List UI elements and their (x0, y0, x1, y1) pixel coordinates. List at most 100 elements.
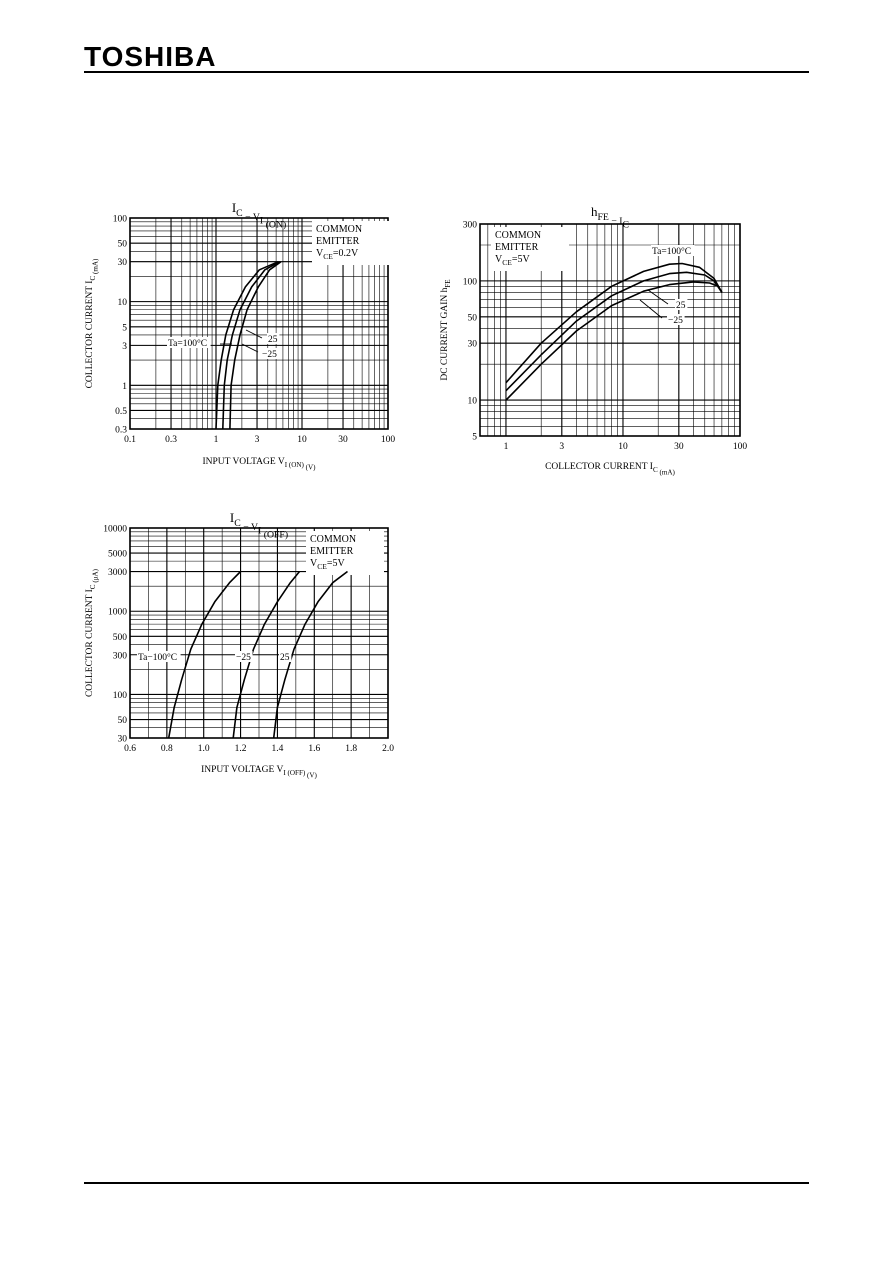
annotation-box (306, 531, 384, 575)
y-tick-label: 50 (118, 240, 128, 250)
y-tick-label: 50 (468, 313, 478, 323)
y-tick-label: 5 (122, 323, 127, 333)
annotation-line: EMITTER (495, 242, 539, 253)
x-tick-label: 3 (255, 435, 260, 445)
annotation-line: VCE=5V (310, 558, 345, 571)
plot-frame (479, 223, 741, 437)
x-tick-label: 1.6 (308, 744, 320, 754)
series-label: 25 (268, 335, 278, 345)
series-line (505, 262, 723, 384)
x-tick-label: 100 (733, 442, 748, 452)
label-leader (639, 299, 663, 319)
series-line (505, 271, 723, 392)
y-tick-label: 100 (113, 215, 128, 225)
series-line (232, 570, 301, 739)
series-label: Ta=100°C (652, 246, 691, 257)
y-tick-label: 10000 (103, 525, 127, 535)
label-bg (675, 299, 688, 310)
chart-title: IC − VI (ON) (232, 200, 286, 231)
series-line (505, 281, 723, 401)
x-tick-label: 30 (338, 435, 348, 445)
y-tick-label: 300 (113, 651, 128, 661)
chart-title: IC − VI (OFF) (230, 510, 288, 541)
plot-frame (129, 217, 389, 430)
y-tick-label: 3000 (108, 568, 127, 578)
annotation-box (312, 221, 390, 265)
grid (129, 217, 389, 430)
x-axis-label: INPUT VOLTAGE VI (OFF) (V) (201, 765, 317, 780)
annotation-line: COMMON (495, 230, 541, 241)
y-tick-label: 5 (472, 433, 477, 443)
y-tick-label: 1000 (108, 608, 127, 618)
series-line (167, 570, 242, 739)
plot-frame (129, 527, 389, 739)
y-axis-label: COLLECTOR CURRENT IC (mA) (85, 258, 100, 388)
series-label: Ta=100°C (168, 338, 207, 349)
series-line (215, 260, 279, 430)
footer-rule (84, 1182, 809, 1184)
y-tick-label: 100 (463, 277, 478, 287)
label-leader (241, 343, 259, 353)
series-label: −25 (668, 316, 683, 326)
y-tick-label: 50 (118, 716, 128, 726)
y-axis-label: DC CURRENT GAIN hFE (440, 279, 452, 380)
x-tick-label: 0.3 (165, 435, 177, 445)
header-rule (84, 71, 809, 73)
y-tick-label: 10 (468, 397, 478, 407)
x-tick-label: 1.2 (235, 744, 247, 754)
y-tick-label: 0.5 (115, 407, 127, 417)
annotation-line: COMMON (316, 224, 362, 235)
y-tick-label: 30 (468, 340, 478, 350)
x-tick-label: 3 (559, 442, 564, 452)
x-tick-label: 100 (381, 435, 396, 445)
y-tick-label: 30 (118, 735, 128, 745)
y-tick-label: 0.3 (115, 426, 127, 436)
y-tick-label: 5000 (108, 550, 127, 560)
chart-title: hFE − IC (591, 204, 629, 231)
series-label: −25 (236, 653, 251, 663)
x-tick-label: 1.0 (198, 744, 210, 754)
series-label: 25 (676, 301, 686, 311)
y-tick-label: 30 (118, 258, 128, 268)
annotation-line: EMITTER (316, 236, 360, 247)
series-label: 25 (280, 653, 290, 663)
annotation-line: VCE=0.2V (316, 248, 359, 261)
label-leader (245, 329, 263, 339)
label-leader (647, 289, 669, 305)
x-tick-label: 0.6 (124, 744, 136, 754)
y-tick-label: 100 (113, 691, 128, 701)
annotation-line: VCE=5V (495, 254, 530, 267)
series-label: Ta−100°C (138, 652, 177, 663)
y-axis-label: COLLECTOR CURRENT IC (μA) (85, 568, 100, 697)
label-bg (279, 651, 292, 662)
x-tick-label: 1.8 (345, 744, 357, 754)
x-tick-label: 10 (618, 442, 628, 452)
series-line (229, 261, 282, 430)
x-tick-label: 1.4 (271, 744, 283, 754)
label-bg (167, 337, 211, 348)
y-tick-label: 1 (122, 382, 127, 392)
label-bg (267, 333, 280, 344)
label-bg (667, 314, 685, 325)
x-axis-label: INPUT VOLTAGE VI (ON) (V) (202, 457, 316, 472)
annotation-line: COMMON (310, 534, 356, 545)
label-bg (235, 651, 253, 662)
toshiba-logo: TOSHIBA (84, 41, 217, 72)
y-tick-label: 500 (113, 633, 128, 643)
series-label: −25 (262, 350, 277, 360)
label-bg (651, 245, 695, 256)
y-tick-label: 10 (118, 298, 128, 308)
series-line (222, 260, 281, 430)
label-bg (261, 348, 279, 359)
x-tick-label: 2.0 (382, 744, 394, 754)
annotation-line: EMITTER (310, 546, 354, 557)
x-tick-label: 1 (504, 442, 509, 452)
x-tick-label: 30 (674, 442, 684, 452)
y-tick-label: 3 (122, 342, 127, 352)
x-tick-label: 10 (297, 435, 307, 445)
series-line (272, 570, 348, 739)
x-tick-label: 1 (214, 435, 219, 445)
